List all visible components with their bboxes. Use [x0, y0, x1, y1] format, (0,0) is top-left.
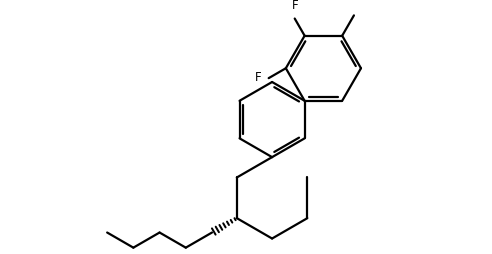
Text: F: F — [291, 0, 298, 12]
Text: F: F — [255, 71, 262, 84]
